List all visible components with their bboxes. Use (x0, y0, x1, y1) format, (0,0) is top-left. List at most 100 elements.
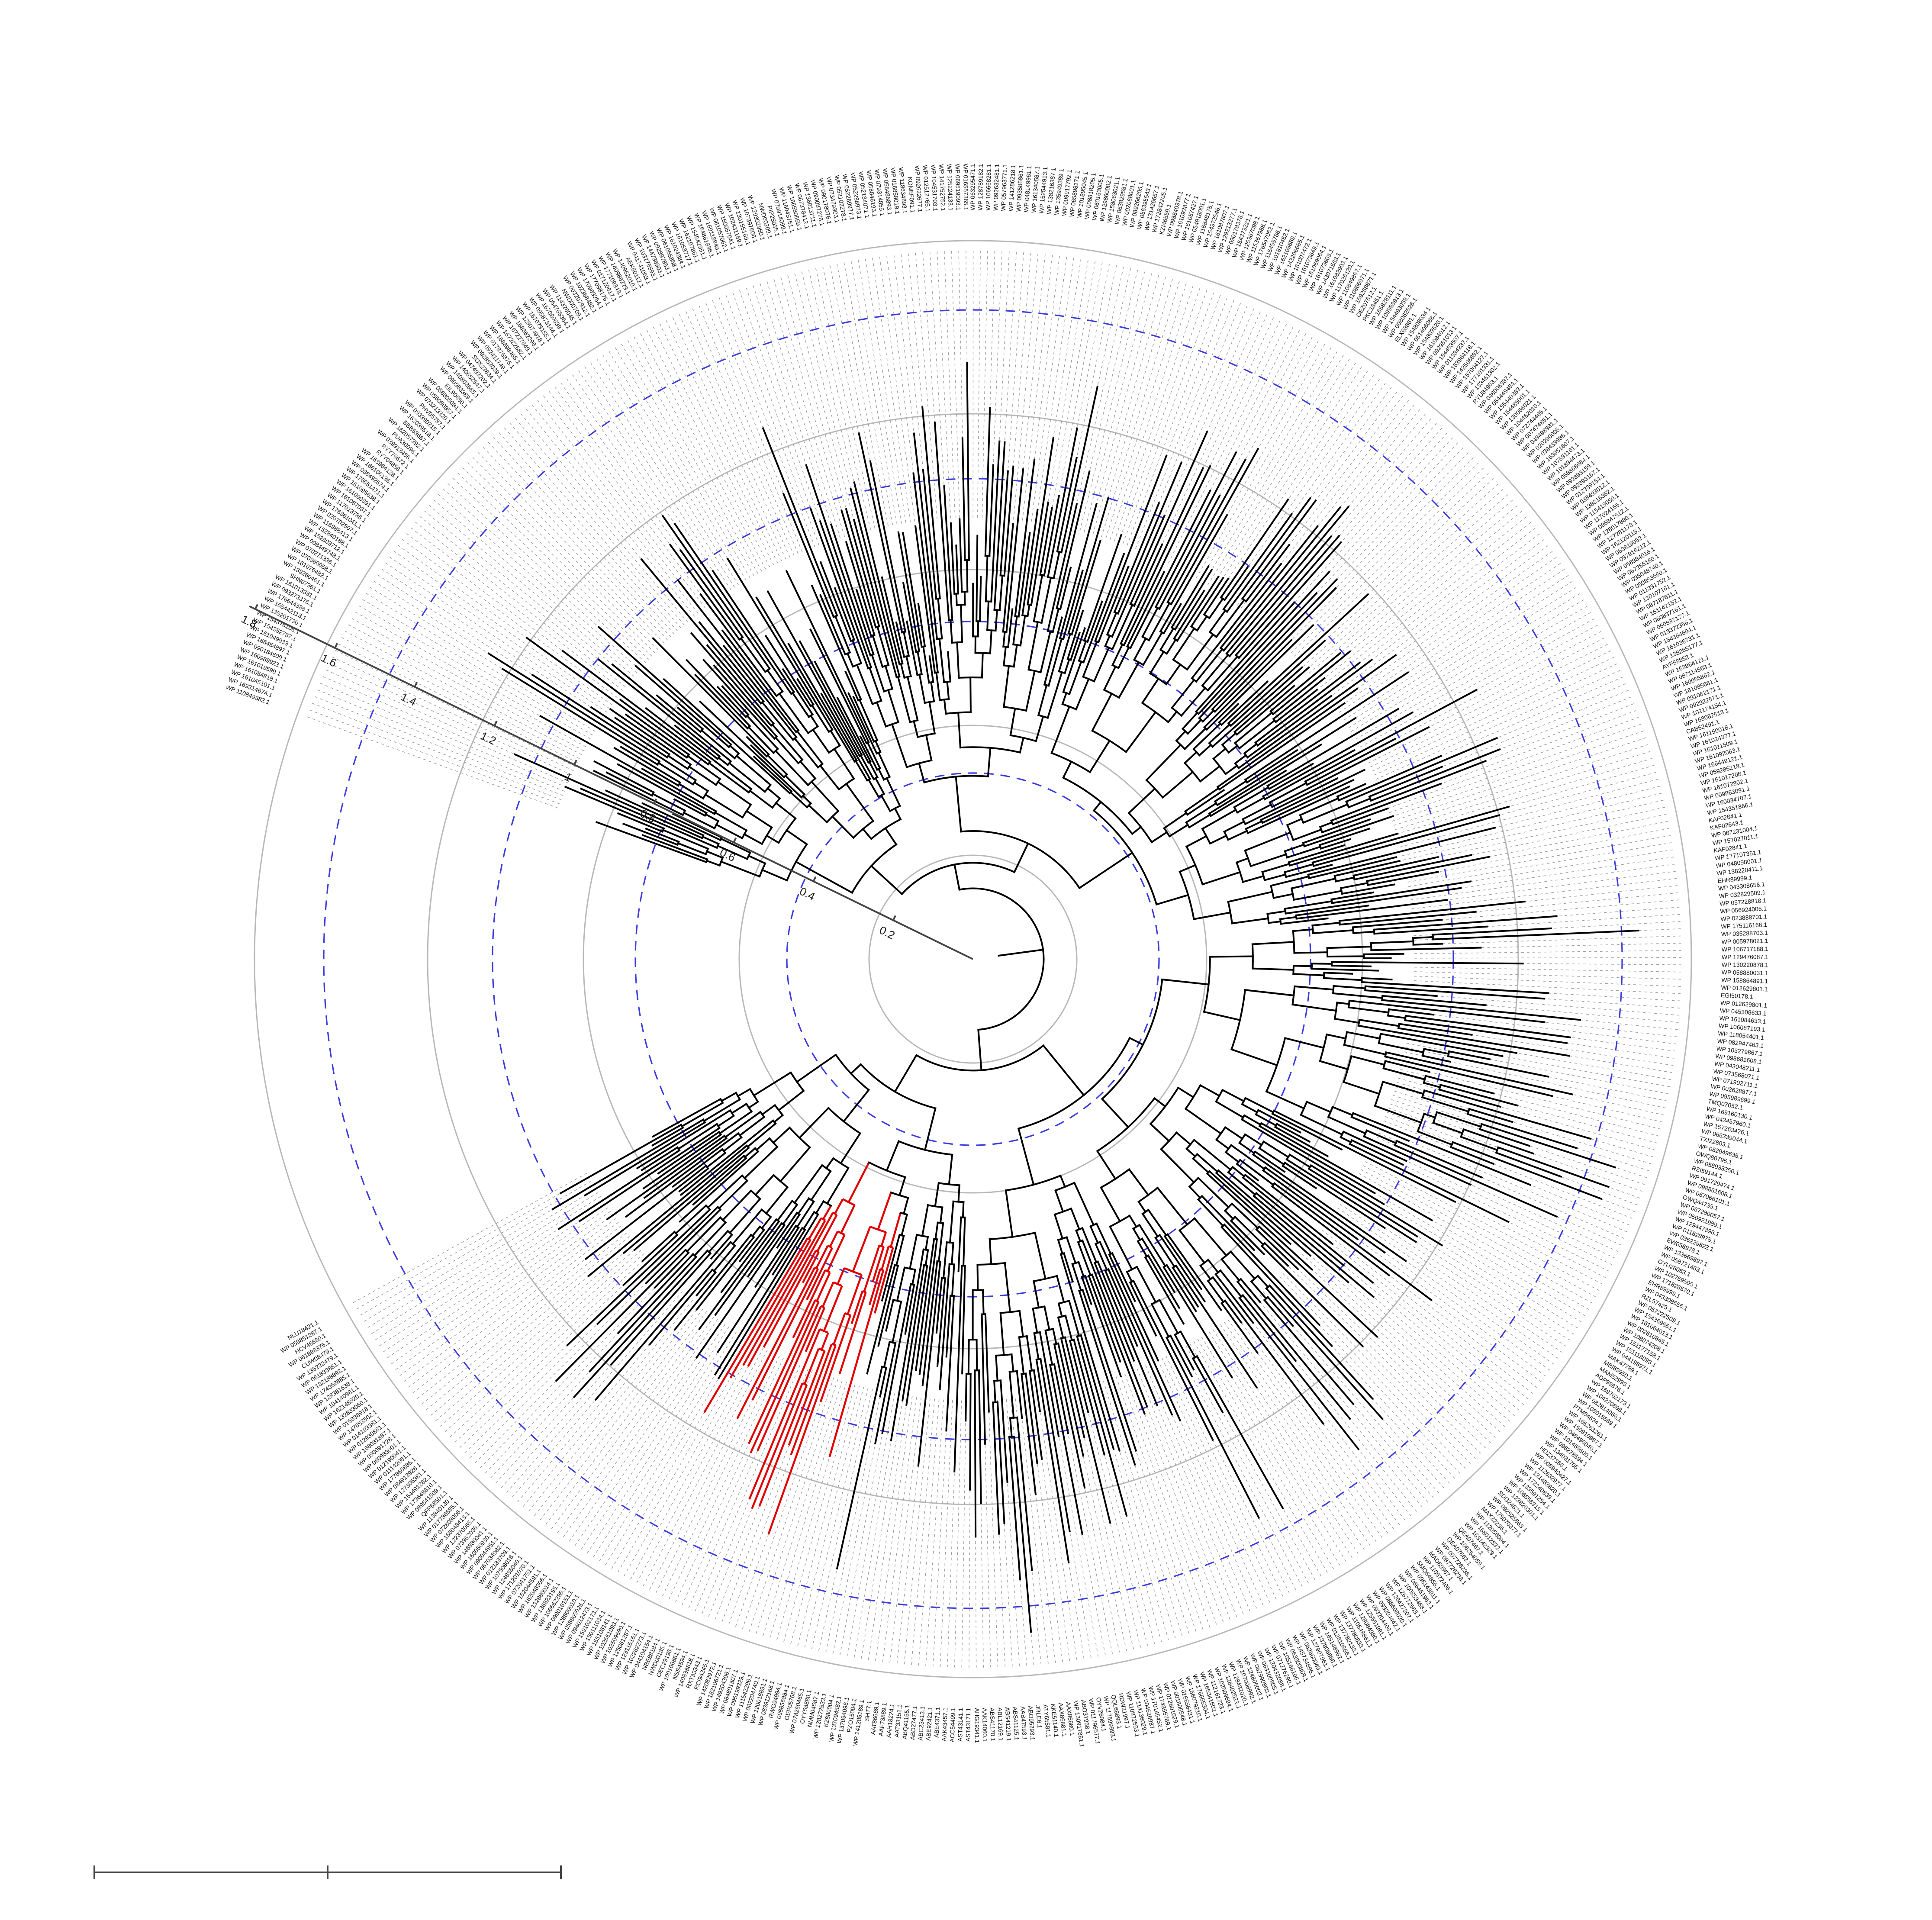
branch-segment (953, 1265, 963, 1472)
branch-segment (728, 744, 740, 755)
branch-segment (1007, 608, 1014, 648)
leaf-label: ABO95293.1 (1027, 1705, 1037, 1740)
branch-segment (754, 1174, 775, 1196)
branch-segment (1285, 1158, 1417, 1243)
branch-segment (1249, 853, 1287, 867)
branch-segment (1263, 1298, 1355, 1405)
branch-segment (704, 793, 744, 819)
branch-segment (881, 1234, 901, 1302)
branch-segment (742, 1220, 826, 1366)
branch-segment (1096, 1260, 1159, 1407)
branch-segment (1260, 1122, 1433, 1222)
axis-tick (653, 798, 657, 804)
branch-segment (913, 432, 938, 640)
branch-segment (1025, 670, 1036, 712)
leaf-guide-line (846, 1393, 895, 1658)
branch-segment (1339, 911, 1477, 926)
branch-segment (1199, 1264, 1212, 1281)
branch-segment (1019, 737, 1024, 754)
branch-segment (947, 651, 951, 683)
leaf-guide-line (1227, 1319, 1383, 1539)
branch-segment (823, 1285, 843, 1331)
branch-segment (897, 676, 911, 723)
branch-segment (1217, 1169, 1350, 1284)
leaf-guide-line (850, 260, 898, 525)
branch-segment (1342, 1130, 1408, 1162)
leaf-guide-line (843, 261, 893, 525)
branch-segment (957, 1184, 960, 1203)
branch-segment (1191, 1357, 1224, 1414)
branch-segment (1215, 1138, 1230, 1150)
branch-segment (998, 948, 1044, 957)
branch-segment (1227, 830, 1248, 841)
leaf-guide-line (1414, 966, 1683, 973)
leaf-guide-line (1414, 950, 1683, 954)
branch-segment (1368, 765, 1443, 798)
branch-segment (1119, 467, 1204, 645)
branch-segment (643, 1137, 728, 1199)
branch-segment (1256, 658, 1373, 747)
branch-segment (1027, 436, 1055, 606)
branch-segment (1191, 1157, 1210, 1174)
branch-segment (717, 1213, 819, 1380)
branch-segment (1432, 1121, 1464, 1134)
leaf-guide-line (1071, 267, 1131, 529)
branch-segment (683, 812, 716, 830)
branch-segment (1147, 1254, 1181, 1309)
leaf-guide-line (420, 1236, 630, 1405)
branch-segment (619, 699, 709, 766)
branch-segment (868, 667, 882, 702)
branch-segment (902, 1197, 909, 1215)
branch-segment (1238, 719, 1276, 750)
leaf-guide-line (904, 1398, 931, 1666)
leaf-label: ABS41125.1 (1011, 1707, 1020, 1741)
branch-segment (1075, 678, 1090, 711)
branch-segment (809, 714, 819, 728)
branch-segment (1147, 1208, 1168, 1237)
branch-segment (776, 1213, 801, 1249)
branch-segment (1285, 863, 1333, 878)
leaf-guide-line (482, 446, 668, 641)
branch-arc (837, 1230, 845, 1236)
branch-segment (803, 1348, 820, 1385)
branch-segment (1272, 1109, 1456, 1203)
branch-segment (1060, 385, 1099, 554)
branch-segment (685, 659, 751, 728)
leaf-guide-line (477, 451, 665, 644)
branch-segment (761, 701, 795, 741)
branch-segment (1353, 854, 1472, 881)
branch-segment (1016, 1370, 1023, 1419)
branch-segment (1384, 1060, 1430, 1073)
branch-segment (578, 1127, 721, 1223)
branch-segment (1050, 705, 1071, 754)
branch-segment (815, 1245, 829, 1269)
leaf-guide-line (1301, 1253, 1502, 1434)
branch-segment (692, 1157, 747, 1206)
leaf-guide-line (528, 1303, 697, 1513)
branch-segment (1190, 577, 1224, 628)
leaf-guide-line (437, 493, 640, 670)
leaf-guide-line (1317, 515, 1528, 684)
leaf-guide-line (811, 1389, 873, 1651)
branch-segment (1108, 1253, 1159, 1361)
branch-segment (776, 1199, 794, 1222)
branch-segment (1292, 828, 1323, 841)
leaf-guide-line (562, 1319, 718, 1539)
branch-segment (851, 639, 863, 665)
branch-segment (656, 694, 702, 733)
leaf-guide-line (1344, 574, 1570, 721)
branch-segment (981, 652, 984, 679)
branch-segment (1097, 565, 1130, 644)
branch-segment (1284, 1161, 1386, 1229)
branch-segment (921, 406, 941, 599)
leaf-label: WP 012512765.1 (922, 165, 932, 212)
branch-segment (840, 1205, 856, 1234)
branch-segment (829, 1231, 839, 1247)
branch-segment (708, 1230, 729, 1253)
branch-segment (886, 777, 902, 807)
branch-segment (1028, 1370, 1043, 1460)
branch-segment (1381, 1080, 1425, 1095)
branch-segment (918, 762, 926, 784)
branch-segment (1260, 769, 1366, 821)
branch-segment (1081, 1227, 1098, 1263)
